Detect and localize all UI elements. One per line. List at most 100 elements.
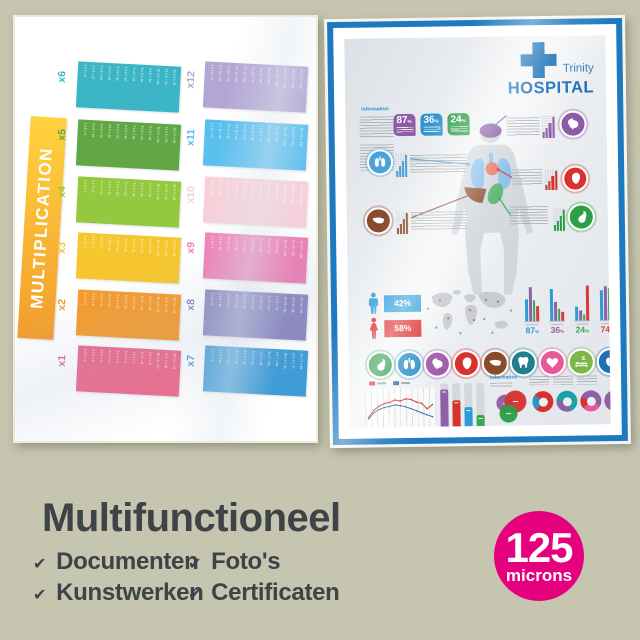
stomach-description-placeholder xyxy=(509,206,548,225)
stomach-row-circle xyxy=(366,351,395,379)
multiplication-fact: 2 x 3 = 6 xyxy=(91,236,96,249)
tooth-row-circle xyxy=(510,349,538,377)
data-point xyxy=(367,418,370,420)
feature-label: Kunstwerken xyxy=(56,579,204,606)
feature-item: ✔ Foto's xyxy=(188,548,281,576)
heart-row-circle xyxy=(452,349,481,378)
badge-placeholder-lines xyxy=(450,126,468,133)
multiplication-fact: 1 x 10 = 10 xyxy=(209,179,215,196)
multiplication-fact: 9 x 1 = 9 xyxy=(147,352,153,365)
feature-item: ✔ Documenten xyxy=(33,548,199,576)
mini-bar xyxy=(551,176,554,190)
column-value-dash xyxy=(442,391,447,393)
poster-blue-frame: Trinity HOSPITAL Information 87% 36% 24% xyxy=(327,17,628,446)
multiplication-fact: 10 x 1 = 10 xyxy=(155,352,161,369)
badge-value: 24% xyxy=(450,114,466,126)
multiplication-fact: 4 x 5 = 20 xyxy=(107,123,112,139)
multiplication-fact: 2 x 8 = 16 xyxy=(218,293,223,308)
data-point xyxy=(431,403,434,406)
heart-love-icon xyxy=(546,357,559,368)
data-point xyxy=(394,404,396,406)
multiplication-fact: 4 x 4 = 16 xyxy=(107,180,112,196)
mini-bar xyxy=(402,219,406,235)
percentage-badges: 87% 36% 24% xyxy=(393,113,470,137)
times-table-card-x12: 1 x 12 = 12 2 x 12 = 24 3 x 12 = 36 4 x 12 … xyxy=(202,61,309,113)
multiplication-fact: 10 x 10 = 100 xyxy=(282,183,288,204)
multiplication-fact: 5 x 3 = 15 xyxy=(115,237,121,252)
mini-bar xyxy=(548,180,551,191)
multiplication-fact: 9 x 7 = 63 xyxy=(274,352,280,367)
multiplication-fact: 11 x 10 = 110 xyxy=(290,183,296,203)
multiplication-fact: 9 x 2 = 18 xyxy=(147,296,153,311)
logo-top: Trinity xyxy=(520,41,594,79)
placeholder-text xyxy=(529,376,550,386)
cluster-percentage: 87% xyxy=(525,325,540,336)
bottom-information-label: Information xyxy=(490,374,518,381)
multiplication-fact: 8 x 1 = 8 xyxy=(139,351,145,365)
multiplication-fact: 6 x 3 = 18 xyxy=(123,237,129,253)
multiplication-fact: 2 x 4 = 8 xyxy=(91,180,96,193)
donut-hole xyxy=(586,396,596,406)
multiplication-fact: 8 x 12 = 96 xyxy=(266,67,272,84)
cluster-bar xyxy=(586,285,590,321)
multiplication-fact: 10 x 6 = 60 xyxy=(155,68,161,85)
multiplication-fact: 9 x 10 = 90 xyxy=(274,183,280,200)
column-track xyxy=(452,383,461,428)
multiplication-fact: 7 x 4 = 28 xyxy=(131,182,137,197)
heart-description-placeholder xyxy=(512,169,543,186)
badge-unit: % xyxy=(461,118,466,124)
multiplication-fact: 11 x 6 = 66 xyxy=(163,68,169,85)
badge-unit: % xyxy=(407,118,412,124)
multiplication-fact: 5 x 5 = 25 xyxy=(115,124,121,139)
multiplication-fact: 7 x 7 = 49 xyxy=(258,351,264,366)
cluster-percentage: 24% xyxy=(575,324,590,335)
donut-hole xyxy=(562,396,572,406)
liver-description-placeholder xyxy=(410,211,467,230)
data-point xyxy=(372,409,375,412)
multiplication-fact: 8 x 6 = 48 xyxy=(139,67,145,82)
data-point xyxy=(399,404,402,407)
data-point xyxy=(415,409,418,412)
column-value-dash xyxy=(478,417,483,419)
brain-circle xyxy=(559,110,587,138)
multiplication-fact: 7 x 1 = 7 xyxy=(131,351,137,364)
lungs-icon xyxy=(403,358,415,370)
data-point xyxy=(373,412,375,414)
multiplication-fact: 7 x 5 = 35 xyxy=(131,125,137,140)
times-table-label-x4: x4 xyxy=(55,185,69,198)
multiplication-fact: 9 x 6 = 54 xyxy=(147,68,153,83)
microns-badge: 125 microns xyxy=(494,511,584,601)
multiplication-fact: 3 x 1 = 3 xyxy=(99,349,104,362)
badge-value: 87% xyxy=(396,114,412,127)
multiplication-fact: 8 x 11 = 88 xyxy=(266,125,272,142)
multiplication-fact: 4 x 10 = 40 xyxy=(234,180,239,197)
multiplication-fact: 5 x 6 = 30 xyxy=(115,66,121,81)
mini-bar-chart xyxy=(395,210,410,235)
mini-bar xyxy=(559,215,562,231)
legend-text-dash xyxy=(401,381,411,384)
times-table-card-x10: 1 x 10 = 10 2 x 10 = 20 3 x 10 = 30 4 x 10 … xyxy=(202,176,309,228)
multiplication-fact: 1 x 3 = 3 xyxy=(82,235,88,249)
data-point xyxy=(426,414,429,416)
multiplication-fact: 7 x 11 = 77 xyxy=(258,125,264,141)
multiplication-fact: 7 x 10 = 70 xyxy=(258,182,264,199)
multiplication-fact: 6 x 2 = 12 xyxy=(123,294,129,310)
multiplication-fact: 9 x 3 = 27 xyxy=(147,239,153,254)
hospital-poster: Trinity HOSPITAL Information 87% 36% 24% xyxy=(324,14,631,449)
venn-value-dash xyxy=(512,400,518,403)
legend-item xyxy=(369,381,387,386)
organ-callouts xyxy=(344,35,605,235)
multiplication-fact: 6 x 5 = 30 xyxy=(123,124,129,140)
data-point xyxy=(383,406,386,409)
multiplication-fact: 7 x 12 = 84 xyxy=(258,67,264,84)
placeholder-text xyxy=(490,382,513,388)
cluster-bars xyxy=(573,285,591,322)
multiplication-fact: 4 x 2 = 8 xyxy=(107,293,112,307)
times-table-label-x9: x9 xyxy=(184,241,198,254)
mini-bar xyxy=(553,225,556,231)
multiplication-fact: 9 x 9 = 81 xyxy=(274,239,280,254)
multiplication-fact: 4 x 8 = 32 xyxy=(234,293,239,309)
stat-cluster-24: 24% xyxy=(573,285,591,335)
logo-subname: HOSPITAL xyxy=(507,78,595,98)
multiplication-fact: 4 x 9 = 36 xyxy=(234,236,239,252)
